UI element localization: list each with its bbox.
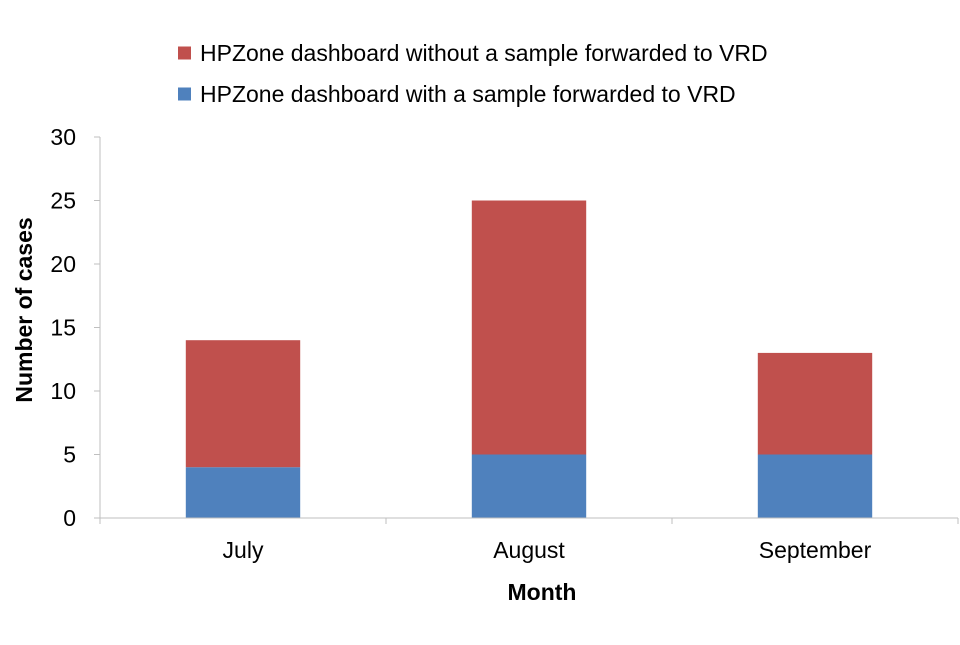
legend-swatch-0	[178, 87, 191, 101]
x-tick-label-august: August	[493, 537, 565, 563]
y-tick-label: 25	[50, 188, 76, 214]
y-tick-label: 10	[50, 378, 76, 404]
legend-label-1: HPZone dashboard without a sample forwar…	[200, 40, 768, 66]
bar-july-series-1	[185, 340, 301, 468]
bar-august-series-0	[471, 454, 587, 518]
y-axis-label: Number of cases	[11, 217, 37, 402]
bars	[185, 200, 873, 518]
x-tick-label-july: July	[223, 537, 264, 563]
bar-september-series-0	[757, 454, 873, 518]
legend-swatch-1	[178, 46, 191, 60]
bar-august-series-1	[471, 200, 587, 455]
y-tick-label: 0	[63, 505, 76, 531]
y-tick-label: 30	[50, 124, 76, 150]
x-axis-label: Month	[508, 579, 577, 605]
y-tick-label: 20	[50, 251, 76, 277]
axes	[99, 137, 958, 519]
y-tick-label: 15	[50, 315, 76, 341]
y-axis-ticks: 0 5 10 15 20 25 30	[50, 124, 100, 531]
bar-september-series-1	[757, 352, 873, 455]
legend: HPZone dashboard without a sample forwar…	[178, 40, 768, 107]
bar-july-series-0	[185, 467, 301, 518]
x-tick-label-september: September	[759, 537, 872, 563]
x-axis-ticks: July August September	[99, 518, 959, 563]
y-tick-label: 5	[63, 442, 76, 468]
legend-label-0: HPZone dashboard with a sample forwarded…	[200, 81, 736, 107]
